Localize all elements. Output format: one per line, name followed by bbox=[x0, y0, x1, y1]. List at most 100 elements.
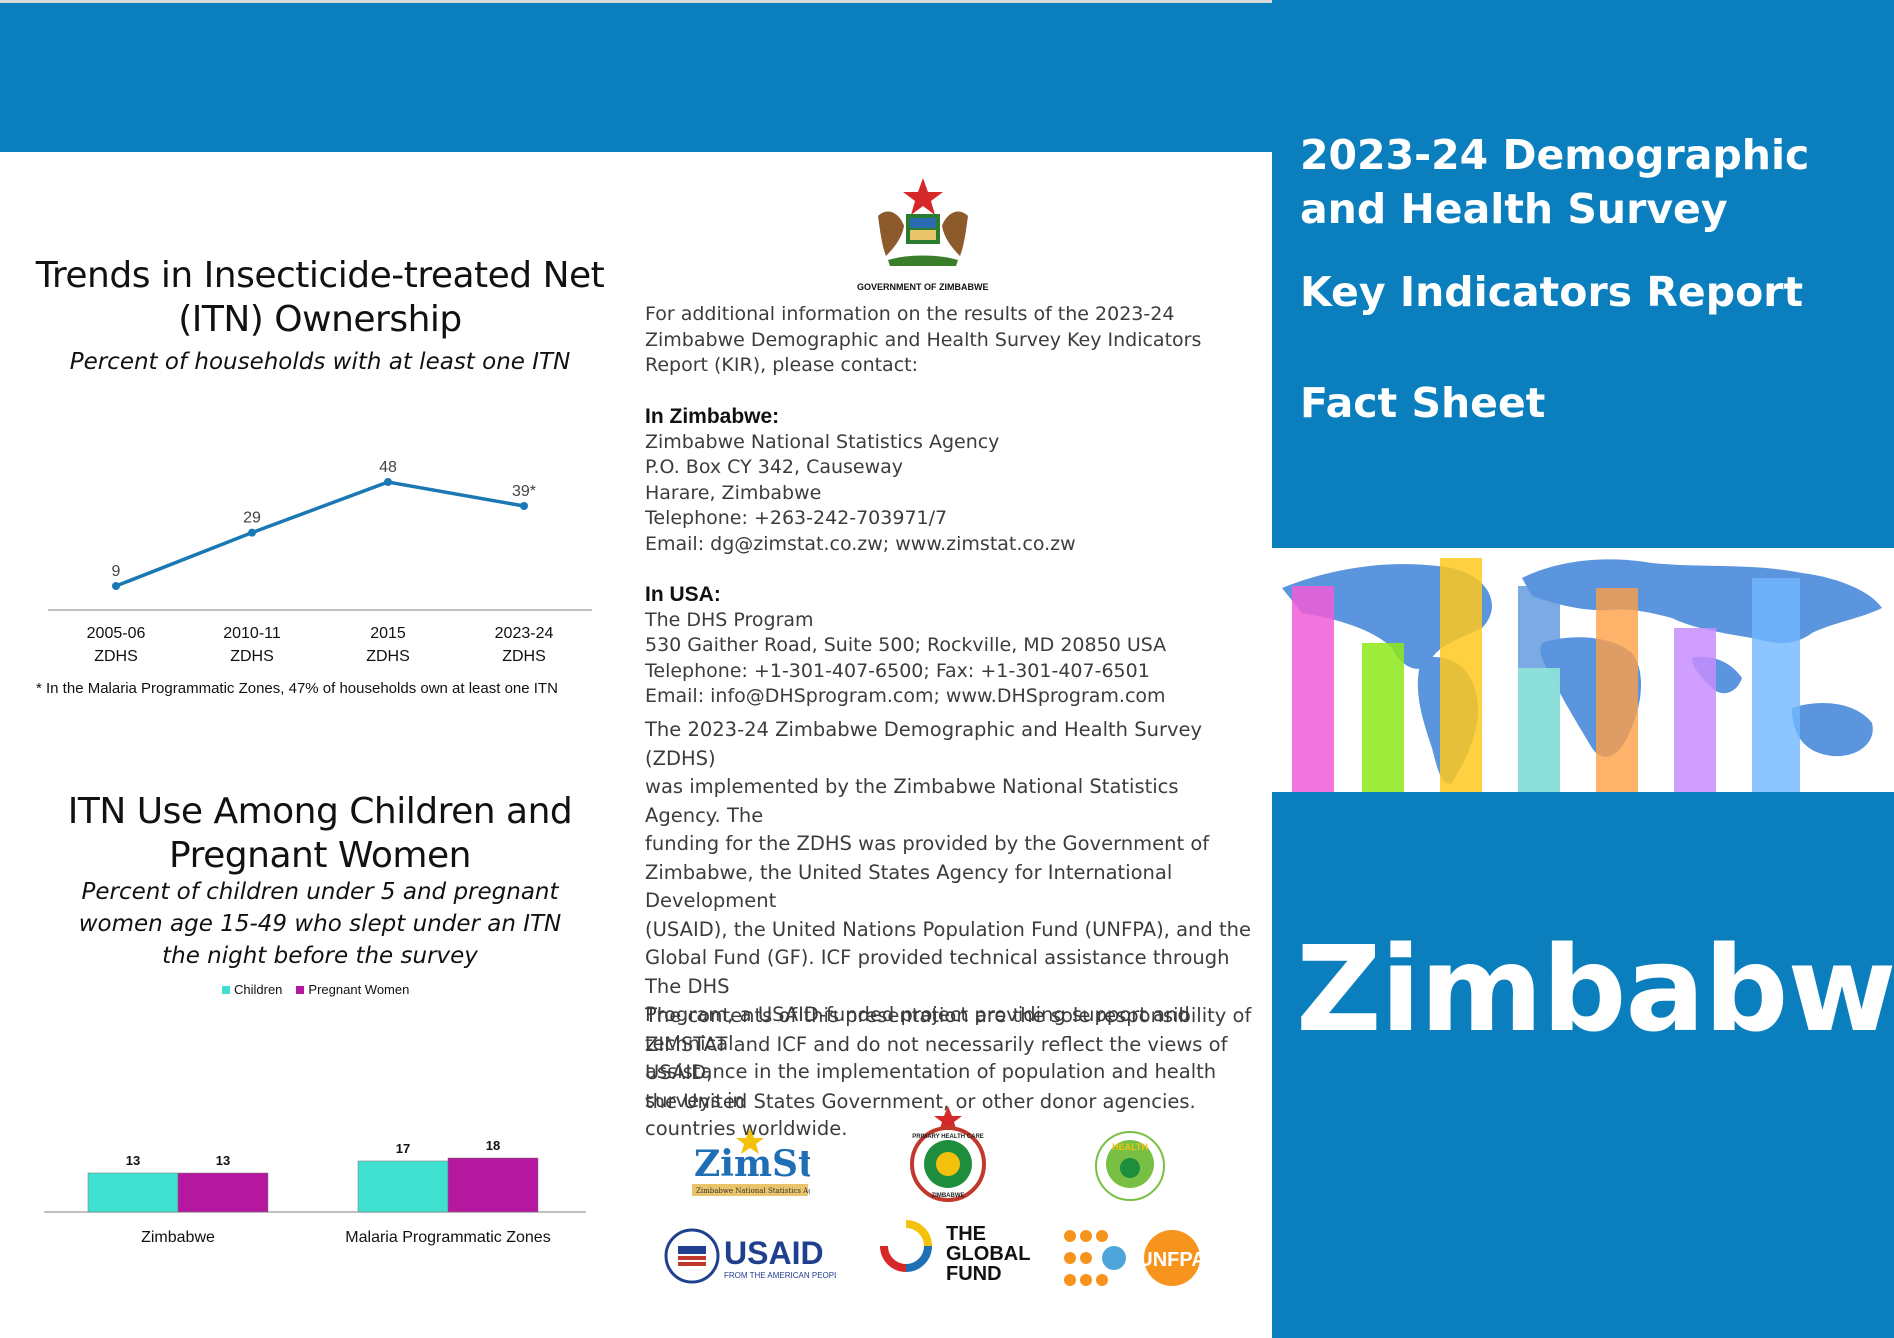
x-tick-label: 2005-06 bbox=[87, 625, 146, 642]
bar-value-label: 17 bbox=[396, 1141, 410, 1156]
health-name: HEALTH bbox=[1112, 1142, 1148, 1152]
global-fund-text-3: FUND bbox=[946, 1263, 1002, 1285]
description-line: Program, a USAID-funded project providin… bbox=[645, 1003, 1190, 1055]
gov-caption: GOVERNMENT OF ZIMBABWE bbox=[857, 282, 989, 292]
legend-label-children: Children bbox=[234, 982, 283, 997]
description-line: funding for the ZDHS was provided by the… bbox=[645, 832, 1210, 855]
bar-pregnant-women bbox=[177, 1172, 269, 1213]
disclaimer: The contents of this presentation are th… bbox=[645, 1002, 1255, 1116]
disclaimer-line: The contents of this presentation are th… bbox=[645, 1004, 1252, 1027]
x-tick-label: ZDHS bbox=[94, 648, 138, 665]
itn-use-bar-chart: 13 13 Zimbabwe 17 18 Malaria Programmatic Zon… bbox=[44, 1138, 586, 1246]
survey-description: The 2023-24 Zimbabwe Demographic and Hea… bbox=[645, 716, 1255, 1144]
bar-children bbox=[357, 1160, 449, 1213]
contact-zimbabwe-email: Email: dg@zimstat.co.zw; www.zimstat.co.… bbox=[645, 532, 1076, 555]
bar-value-label: 13 bbox=[216, 1153, 230, 1168]
usaid-logo: USAID FROM THE AMERICAN PEOPLE bbox=[664, 1228, 844, 1284]
phc-caption: ZIMBABWE bbox=[932, 1193, 965, 1199]
x-tick-label: ZDHS bbox=[366, 648, 410, 665]
x-tick-label: 2010-11 bbox=[223, 625, 281, 642]
description-line: assistance in the implementation of popu… bbox=[645, 1060, 1217, 1112]
description-line: was implemented by the Zimbabwe National… bbox=[645, 775, 1179, 827]
itn-use-subtitle-line2: women age 15-49 who slept under an ITN bbox=[78, 911, 562, 937]
usaid-logo-icon: USAID FROM THE AMERICAN PEOPLE bbox=[664, 1228, 844, 1284]
contact-usa: In USA: The DHS Program 530 Gaither Road… bbox=[645, 582, 1255, 710]
itn-use-title: ITN Use Among Children and Pregnant Wome… bbox=[20, 790, 620, 878]
phc-name: PRIMARY HEALTH CARE bbox=[912, 1134, 984, 1140]
itn-ownership-line-chart: 9 2005-06 ZDHS 29 2010-11 ZDHS 48 2015 ZDHS 39* 20… bbox=[48, 459, 592, 665]
contact-intro-line3: Report (KIR), please contact: bbox=[645, 354, 918, 376]
global-fund-text-2: GLOBAL bbox=[946, 1243, 1030, 1265]
legend-label-pregnant: Pregnant Women bbox=[308, 982, 410, 997]
primary-health-care-logo: PRIMARY HEALTH CARE ZIMBABWE bbox=[908, 1104, 988, 1204]
legend-swatch-pregnant bbox=[296, 986, 305, 994]
legend-swatch-children bbox=[222, 986, 230, 994]
itn-ownership-subtitle: Percent of households with at least one … bbox=[69, 349, 571, 375]
contact-usa-email: Email: info@DHSprogram.com; www.DHSprogr… bbox=[645, 685, 1166, 707]
unfpa-logo: UNFPA bbox=[1062, 1226, 1206, 1290]
contact-zimbabwe: In Zimbabwe: Zimbabwe National Statistic… bbox=[645, 404, 1255, 557]
itn-ownership-footnote: * In the Malaria Programmatic Zones, 47%… bbox=[36, 680, 558, 697]
ministry-health-logo: HEALTH bbox=[1090, 1130, 1170, 1202]
contact-intro-line1: For additional information on the result… bbox=[645, 303, 1175, 325]
data-label: 9 bbox=[112, 563, 121, 580]
disclaimer-line: the United States Government, or other d… bbox=[645, 1089, 1196, 1113]
health-seal-icon: HEALTH bbox=[1095, 1131, 1165, 1201]
data-point bbox=[520, 502, 528, 510]
bar-children bbox=[87, 1172, 179, 1213]
series-line-itn-ownership bbox=[115, 480, 525, 588]
itn-use-subtitle-line3: the night before the survey bbox=[162, 943, 478, 969]
bar-value-label: 13 bbox=[126, 1153, 140, 1168]
global-fund-text-1: THE bbox=[946, 1223, 986, 1245]
disclaimer-line: ZIMSTAT and ICF and do not necessarily r… bbox=[645, 1032, 1228, 1085]
contact-zimbabwe-line2: P.O. Box CY 342, Causeway bbox=[645, 456, 904, 478]
zimstat-logo: ZimStat Zimbabwe National Statistics Age… bbox=[690, 1126, 855, 1198]
contact-zimbabwe-heading: In Zimbabwe: bbox=[645, 405, 780, 428]
x-tick-label: ZDHS bbox=[230, 648, 274, 665]
contact-zimbabwe-phone: Telephone: +263-242-703971/7 bbox=[645, 507, 948, 529]
description-line: Global Fund (GF). ICF provided technical… bbox=[645, 946, 1230, 998]
description-line: countries worldwide. bbox=[645, 1117, 848, 1140]
category-label: Malaria Programmatic Zones bbox=[345, 1229, 550, 1246]
legend-children: Children bbox=[222, 982, 282, 997]
usaid-logo-text: USAID bbox=[724, 1235, 824, 1271]
doc-type: Fact Sheet bbox=[1300, 379, 1546, 427]
contact-intro-line2: Zimbabwe Demographic and Health Survey K… bbox=[645, 328, 1202, 351]
itn-use-subtitle: Percent of children under 5 and pregnant… bbox=[20, 876, 620, 972]
contact-intro: For additional information on the result… bbox=[645, 302, 1255, 379]
usaid-tagline: FROM THE AMERICAN PEOPLE bbox=[724, 1271, 836, 1280]
itn-use-subtitle-line1: Percent of children under 5 and pregnant bbox=[81, 879, 559, 905]
contact-usa-phone: Telephone: +1-301-407-6500; Fax: +1-301-… bbox=[645, 659, 1150, 682]
data-point bbox=[384, 478, 392, 486]
description-line: (USAID), the United Nations Population F… bbox=[645, 917, 1251, 941]
contact-zimbabwe-line1: Zimbabwe National Statistics Agency bbox=[645, 430, 1000, 453]
report-title-line1: 2023-24 Demographic bbox=[1300, 131, 1810, 179]
x-tick-label: ZDHS bbox=[502, 648, 546, 665]
data-point bbox=[112, 582, 120, 590]
x-tick-label: 2023-24 bbox=[495, 625, 554, 642]
category-label: Zimbabwe bbox=[141, 1229, 215, 1246]
x-tick-label: 2015 bbox=[370, 625, 406, 642]
bar-pregnant-women bbox=[447, 1157, 539, 1213]
data-label: 39* bbox=[512, 483, 536, 500]
zimbabwe-coat-of-arms-icon bbox=[878, 178, 968, 266]
zimstat-logo-text: ZimStat bbox=[694, 1143, 810, 1185]
data-point bbox=[248, 528, 256, 537]
contact-usa-heading: In USA: bbox=[645, 583, 721, 606]
global-fund-logo: THE GLOBAL FUND bbox=[876, 1218, 1048, 1288]
contact-usa-line2: 530 Gaither Road, Suite 500; Rockville, … bbox=[645, 634, 1167, 656]
legend-pregnant-women: Pregnant Women bbox=[296, 982, 409, 997]
itn-use-title-line1: ITN Use Among Children and bbox=[67, 791, 573, 832]
description-line: Zimbabwe, the United States Agency for I… bbox=[645, 860, 1173, 913]
itn-use-title-line2: Pregnant Women bbox=[169, 835, 471, 876]
itn-ownership-title-line2: (ITN) Ownership bbox=[178, 299, 462, 340]
itn-use-legend: Children Pregnant Women bbox=[222, 982, 409, 997]
global-fund-icon: THE GLOBAL FUND bbox=[880, 1220, 1030, 1285]
data-label: 29 bbox=[243, 510, 261, 527]
country-name: Zimbabwe bbox=[1296, 920, 1894, 1058]
data-label: 48 bbox=[379, 459, 397, 476]
world-map-icon bbox=[1272, 548, 1894, 792]
report-subtitle: Key Indicators Report bbox=[1300, 268, 1804, 316]
contact-zimbabwe-line3: Harare, Zimbabwe bbox=[645, 481, 822, 504]
unfpa-icon: UNFPA bbox=[1064, 1230, 1206, 1286]
